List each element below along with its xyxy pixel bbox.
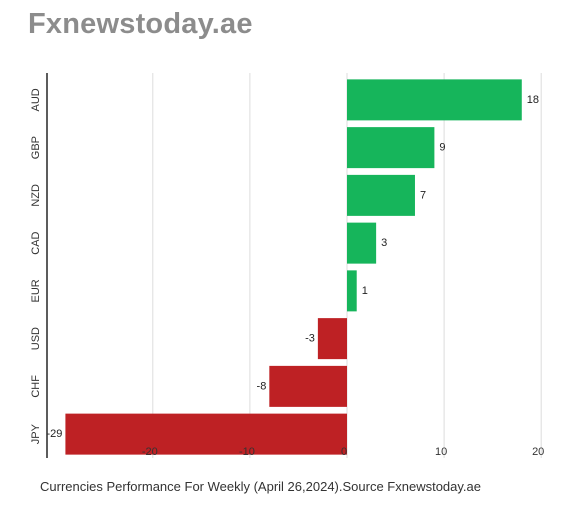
category-label-chf: CHF [30, 375, 42, 398]
x-tick-label: 10 [435, 446, 447, 458]
category-label-gbp: GBP [30, 136, 42, 159]
category-label-nzd: NZD [30, 184, 42, 207]
x-tick-label: 20 [532, 446, 544, 458]
category-label-usd: USD [30, 327, 42, 350]
bar-usd [317, 318, 347, 360]
x-tick-labels: -20 -10 0 10 20 [142, 446, 544, 458]
bar-nzd [347, 174, 415, 216]
category-label-jpy: JPY [30, 423, 42, 444]
x-tick-label: -20 [142, 446, 158, 458]
bar-gbp [347, 127, 435, 169]
category-label-eur: EUR [30, 279, 42, 302]
data-label-nzd: 7 [420, 189, 426, 201]
bars [65, 79, 522, 455]
data-label-jpy: -29 [47, 428, 63, 440]
bar-aud [347, 79, 522, 121]
category-label-aud: AUD [30, 88, 42, 111]
category-label-cad: CAD [30, 231, 42, 254]
bar-jpy [65, 413, 347, 455]
brand-logo-text: Fxnewstoday.ae [28, 8, 253, 40]
bar-cad [347, 222, 377, 264]
data-label-aud: 18 [527, 94, 539, 106]
data-label-gbp: 9 [439, 142, 445, 154]
data-label-eur: 1 [362, 285, 368, 297]
x-tick-label: 0 [341, 446, 347, 458]
bar-eur [347, 270, 357, 312]
bar-chf [269, 365, 347, 407]
data-label-chf: -8 [257, 380, 267, 392]
data-label-usd: -3 [305, 333, 315, 345]
category-labels: AUD GBP NZD CAD EUR USD CHF JPY [30, 88, 42, 444]
bar-data-labels: 18 9 7 3 1 -3 -8 -29 [47, 94, 540, 440]
x-tick-label: -10 [239, 446, 255, 458]
chart-caption: Currencies Performance For Weekly (April… [40, 479, 481, 494]
data-label-cad: 3 [381, 237, 387, 249]
performance-bar-chart: 18 9 7 3 1 -3 -8 -29 AUD GBP NZD CAD EUR USD CHF JPY -… [30, 73, 544, 458]
